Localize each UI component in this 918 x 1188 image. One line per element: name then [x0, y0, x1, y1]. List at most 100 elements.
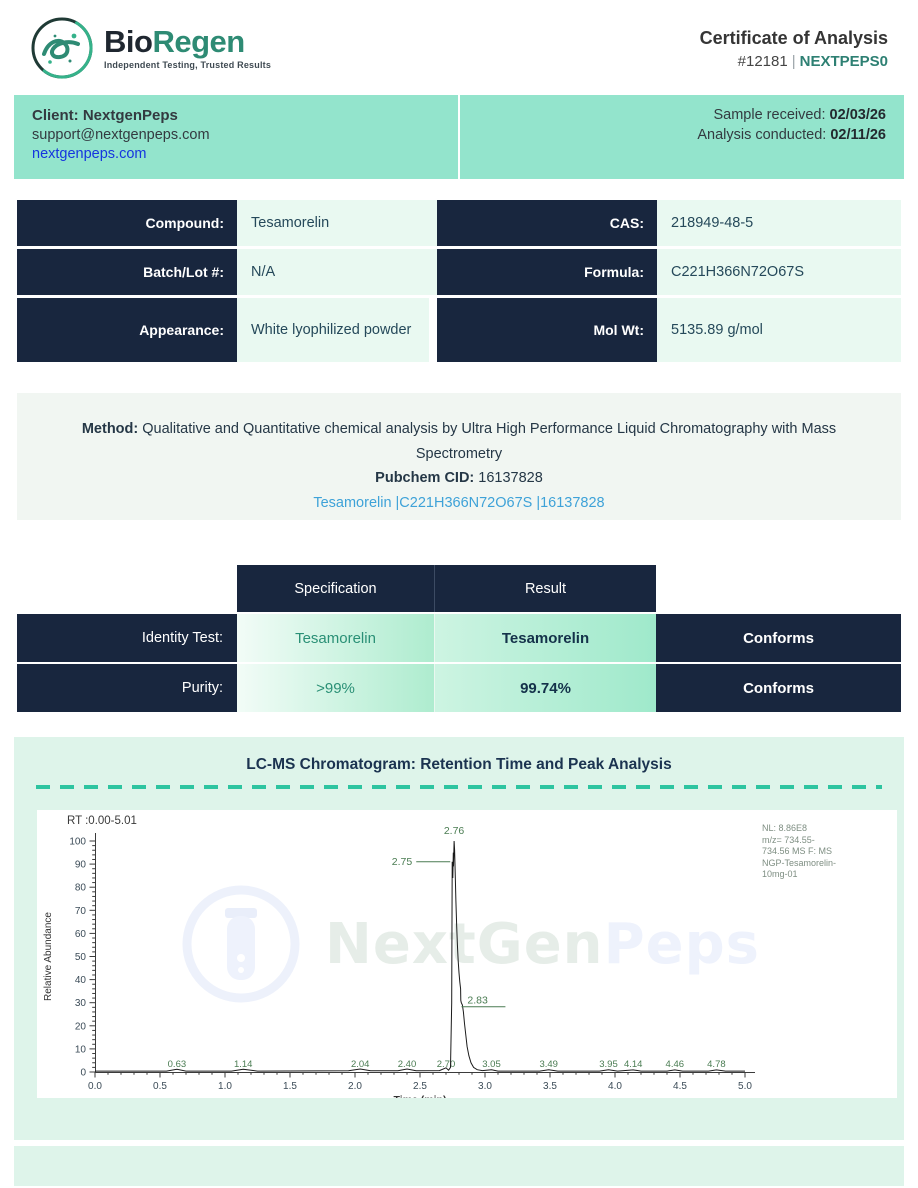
compound-value: Tesamorelin	[237, 200, 437, 246]
svg-text:1.14: 1.14	[234, 1059, 253, 1070]
result-column-header: Result	[435, 565, 656, 612]
identity-status-badge: Conforms	[656, 614, 901, 662]
svg-text:2.04: 2.04	[351, 1059, 370, 1070]
svg-text:40: 40	[75, 975, 87, 986]
purity-spec-value: >99%	[237, 664, 435, 712]
bioregen-logo-icon	[31, 17, 93, 79]
svg-text:4.0: 4.0	[608, 1081, 622, 1092]
method-description: Method: Qualitative and Quantitative che…	[79, 393, 839, 466]
formula-label: Formula:	[437, 249, 657, 295]
identity-result-value: Tesamorelin	[435, 614, 656, 662]
analysis-conducted-label: Analysis conducted:	[697, 126, 831, 143]
chromatogram-title: LC-MS Chromatogram: Retention Time and P…	[246, 756, 672, 773]
purity-result-value: 99.74%	[435, 664, 656, 712]
svg-text:4.14: 4.14	[624, 1059, 643, 1070]
client-email: support@nextgenpeps.com	[32, 126, 210, 143]
client-code: NEXTPEPS0	[799, 53, 888, 70]
method-label: Method:	[81, 421, 143, 437]
compound-label: Compound:	[17, 200, 237, 246]
certificate-title: Certificate of Analysis	[699, 28, 888, 48]
molwt-label: Mol Wt:	[437, 298, 657, 362]
certificate-heading: Certificate of Analysis #12181 | NEXTPEPS0	[700, 28, 888, 70]
svg-text:2.83: 2.83	[467, 995, 488, 1007]
svg-text:80: 80	[75, 883, 87, 894]
appearance-value: White lyophilized powder	[237, 298, 429, 362]
chromatogram-plot: 0.0 0.5 1.0 1.5 2.0 2.5 3.0 3.5 4.0 4.5 5.0 0 10 20 30…	[43, 825, 755, 1098]
svg-text:3.5: 3.5	[543, 1081, 557, 1092]
svg-text:1.0: 1.0	[218, 1081, 232, 1092]
svg-text:3.05: 3.05	[482, 1059, 501, 1070]
svg-text:3.0: 3.0	[478, 1081, 492, 1092]
certificate-number: #12181	[737, 53, 788, 70]
svg-text:4.5: 4.5	[673, 1081, 687, 1092]
svg-text:2.75: 2.75	[392, 856, 413, 868]
svg-text:70: 70	[75, 906, 87, 917]
analysis-conducted-date: 02/11/26	[830, 126, 886, 143]
formula-value: C221H366N72O67S	[657, 249, 901, 295]
svg-text:2.5: 2.5	[413, 1081, 427, 1092]
brand-text: BioRegen Independent Testing, Trusted Re…	[104, 23, 272, 70]
svg-text:60: 60	[75, 929, 87, 940]
certificate-subtitle: #12181 | NEXTPEPS0	[700, 53, 888, 70]
compound-table: Compound: Tesamorelin CAS: 218949-48-5 B…	[17, 200, 901, 362]
molwt-value: 5135.89 g/mol	[657, 298, 901, 362]
dashed-divider	[36, 785, 882, 789]
chromatogram-chart: NextGenPeps 0.0 0.5 1.0 1.5 2.0 2.5 3.0 3.5 4.0 4…	[37, 810, 897, 1098]
svg-text:3.95: 3.95	[599, 1059, 618, 1070]
cas-label: CAS:	[437, 200, 657, 246]
svg-text:90: 90	[75, 860, 87, 871]
svg-text:1.5: 1.5	[283, 1081, 297, 1092]
client-name: Client: NextgenPeps	[32, 107, 178, 124]
sample-received-date: 02/03/26	[829, 107, 886, 123]
method-section: Method: Qualitative and Quantitative che…	[17, 393, 901, 520]
svg-text:30: 30	[75, 998, 87, 1009]
sample-dates: Sample received: 02/03/26 Analysis condu…	[460, 95, 904, 179]
annotation-line: m/z= 734.55-	[762, 834, 815, 845]
brand-logo: BioRegen Independent Testing, Trusted Re…	[30, 16, 271, 80]
identity-spec-value: Tesamorelin	[237, 614, 435, 662]
svg-text:0.0: 0.0	[88, 1081, 102, 1092]
svg-text:0.5: 0.5	[153, 1081, 167, 1092]
purity-label: Purity:	[17, 664, 237, 712]
brand-regen: Regen	[152, 23, 245, 59]
pubchem-line: Pubchem CID: 16137828	[17, 466, 901, 491]
separator: |	[791, 53, 796, 70]
brand-bio: Bio	[104, 23, 153, 59]
annotation-line: 734.56 MS F: MS	[762, 846, 833, 856]
brand-tagline: Independent Testing, Trusted Results	[104, 59, 272, 70]
svg-text:Relative Abundance: Relative Abundance	[43, 912, 54, 1001]
svg-text:2.40: 2.40	[398, 1059, 417, 1070]
appearance-label: Appearance:	[17, 298, 237, 362]
pubchem-cid-label: Pubchem CID:	[375, 470, 479, 486]
annotation-line: NL: 8.86E8	[762, 823, 808, 833]
svg-text:3.49: 3.49	[539, 1059, 558, 1070]
svg-text:100: 100	[69, 837, 86, 848]
svg-text:2.0: 2.0	[348, 1081, 362, 1092]
svg-text:0.63: 0.63	[168, 1059, 187, 1070]
results-header-spacer-right	[656, 565, 901, 612]
svg-text:2.70: 2.70	[437, 1059, 456, 1070]
client-website-link[interactable]: nextgenpeps.com	[32, 146, 147, 162]
brand-name: BioRegen	[104, 23, 271, 59]
analysis-conducted-line: Analysis conducted: 02/11/26	[478, 126, 886, 146]
sample-received-label: Sample received:	[713, 107, 830, 123]
footer-bar	[14, 1146, 904, 1186]
annotation-line: 10mg-01	[762, 869, 798, 879]
svg-text:Time (min): Time (min)	[394, 1094, 447, 1098]
svg-text:2.76: 2.76	[444, 825, 465, 837]
svg-text:0: 0	[80, 1068, 86, 1079]
results-table: Specification Result Identity Test: Tesa…	[17, 565, 901, 712]
results-header-spacer	[17, 565, 237, 612]
svg-text:10: 10	[75, 1044, 87, 1055]
svg-text:50: 50	[75, 952, 87, 963]
pubchem-link[interactable]: Tesamorelin |C221H366N72O67S |16137828	[313, 494, 605, 511]
svg-text:20: 20	[75, 1021, 87, 1032]
annotation-line: NGP-Tesamorelin-	[762, 857, 837, 868]
purity-status-badge: Conforms	[656, 664, 901, 712]
svg-text:4.78: 4.78	[707, 1059, 726, 1070]
header: BioRegen Independent Testing, Trusted Re…	[30, 16, 888, 88]
batch-value: N/A	[237, 249, 437, 295]
nl-annotation: NL: 8.86E8 m/z= 734.55- 734.56 MS F: MS …	[762, 823, 836, 881]
cas-value: 218949-48-5	[657, 200, 901, 246]
